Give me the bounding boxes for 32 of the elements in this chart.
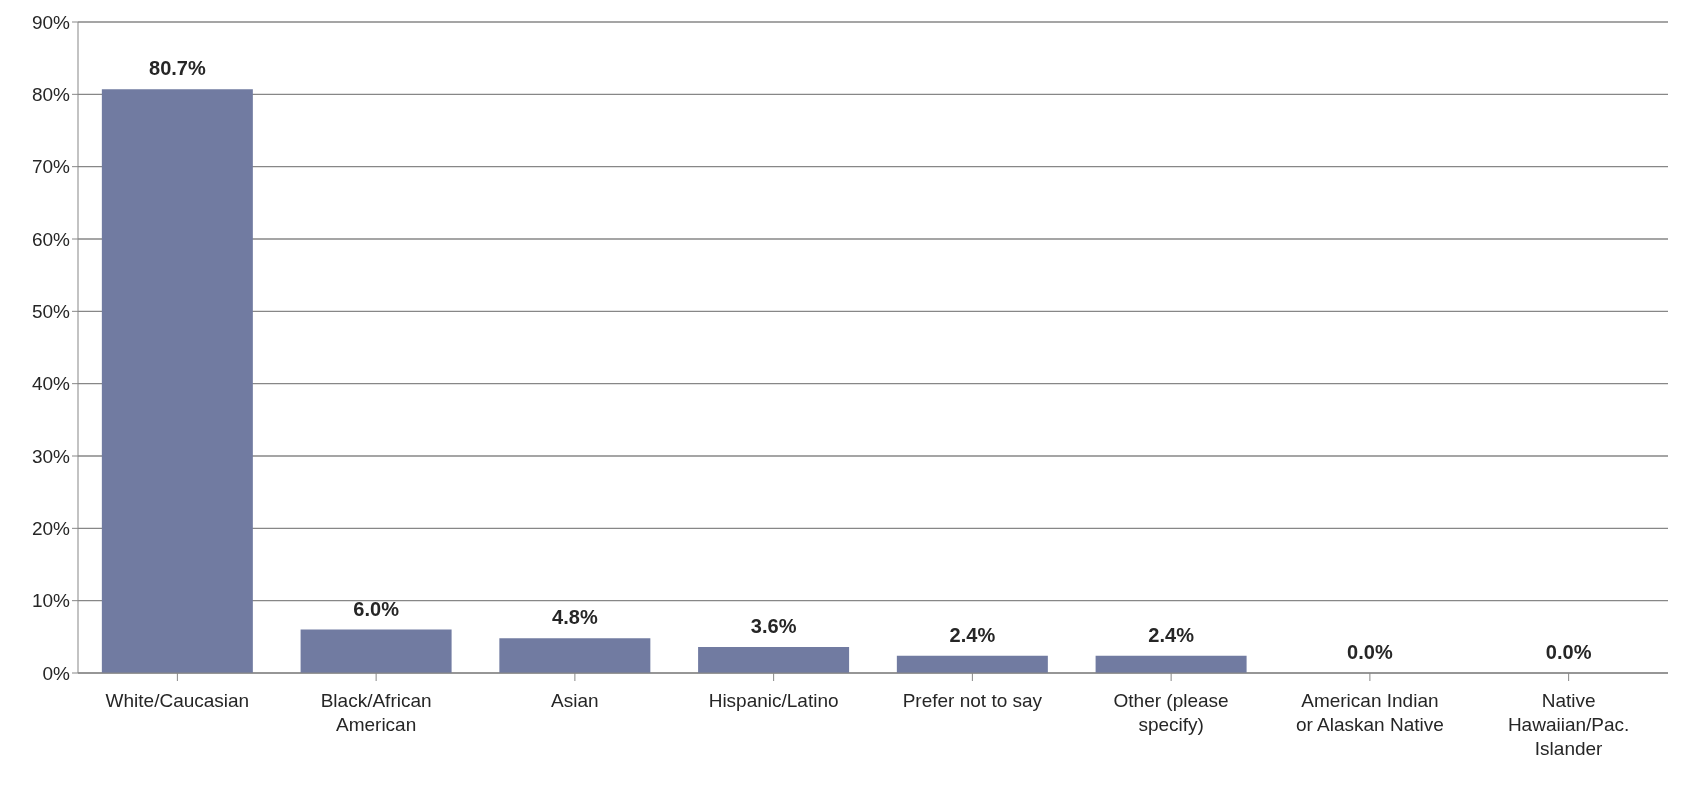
x-tick-label: American Indian or Alaskan Native [1295, 690, 1444, 735]
y-tick-label: 40% [31, 373, 71, 395]
data-label: 4.8% [552, 606, 598, 629]
y-tick-label: 0% [42, 662, 71, 684]
data-label: 3.6% [750, 614, 797, 637]
data-label: 0.0% [1545, 641, 1592, 663]
bar [300, 629, 452, 673]
x-tick-label: Prefer not to say [902, 690, 1043, 711]
bar [698, 646, 850, 673]
data-label: 2.4% [1148, 623, 1195, 646]
x-tick-label: Native Hawaiian/Pac. Islander [1507, 690, 1630, 759]
y-tick-label: 30% [31, 445, 71, 467]
data-label: 0.0% [1347, 641, 1393, 663]
x-tick-label: Other (please specify) [1113, 690, 1229, 735]
y-tick-label: 50% [31, 301, 71, 323]
x-tick-label: Asian [551, 690, 599, 711]
bar [1095, 655, 1247, 673]
data-label: 6.0% [353, 597, 400, 620]
data-label: 2.4% [949, 623, 996, 646]
y-tick-label: 10% [31, 590, 71, 612]
bar [499, 638, 651, 673]
y-tick-label: 60% [31, 228, 71, 250]
bar [101, 89, 253, 673]
y-tick-label: 20% [31, 518, 71, 540]
bar [896, 655, 1048, 673]
x-tick-label: Black/African American [320, 690, 432, 735]
y-tick-label: 80% [31, 84, 71, 106]
y-tick-label: 70% [31, 156, 71, 178]
y-tick-label: 90% [31, 11, 71, 33]
x-tick-label: White/Caucasian [105, 690, 250, 711]
data-label: 80.7% [149, 57, 206, 80]
x-tick-label: Hispanic/Latino [708, 690, 839, 711]
